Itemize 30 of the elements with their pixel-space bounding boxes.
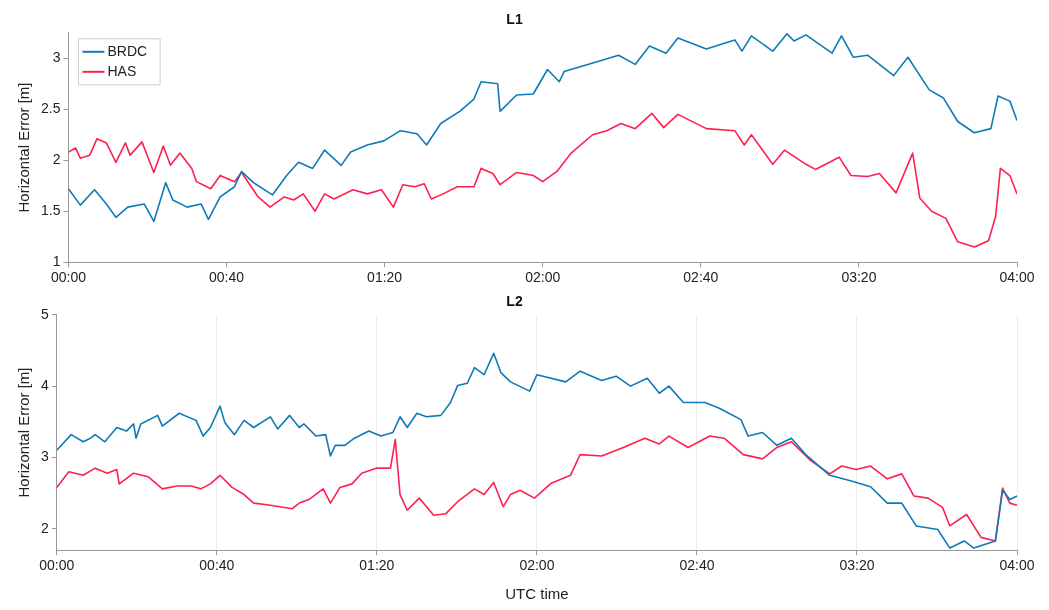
y-tick-label: 5 (40, 305, 49, 322)
x-tick-label: 01:20 (367, 269, 403, 286)
y-tick-label: 3 (52, 49, 61, 66)
y-tick-label: 1 (52, 253, 61, 270)
chart-title: L1 (506, 11, 523, 28)
x-tick-label: 00:40 (209, 269, 245, 286)
x-axis-title: UTC time (505, 585, 569, 603)
y-tick-label: 1.5 (40, 202, 61, 219)
x-tick-label: 01:20 (359, 557, 395, 574)
y-axis-title: Horizontal Error [m] (15, 82, 33, 213)
y-tick-label: 2.5 (40, 100, 61, 117)
y-tick-label: 4 (40, 376, 49, 393)
x-tick-label: 00:40 (199, 557, 235, 574)
x-tick-label: 03:20 (841, 269, 877, 286)
y-tick-label: 3 (40, 448, 49, 465)
x-tick-label: 00:00 (39, 557, 75, 574)
x-tick-label: 02:40 (683, 269, 719, 286)
legend-label: BRDC (107, 42, 148, 59)
x-tick-label: 02:00 (519, 557, 555, 574)
x-tick-label: 04:00 (999, 269, 1035, 286)
y-tick-label: 2 (52, 151, 61, 168)
legend-label: HAS (107, 62, 137, 79)
x-tick-label: 02:00 (525, 269, 561, 286)
x-tick-label: 00:00 (50, 269, 87, 286)
y-tick-label: 2 (40, 519, 49, 536)
y-axis-title: Horizontal Error [m] (15, 367, 33, 498)
x-tick-label: 02:40 (679, 557, 715, 574)
x-tick-label: 04:00 (999, 557, 1035, 574)
x-tick-label: 03:20 (839, 557, 875, 574)
chart-title: L2 (506, 293, 523, 310)
